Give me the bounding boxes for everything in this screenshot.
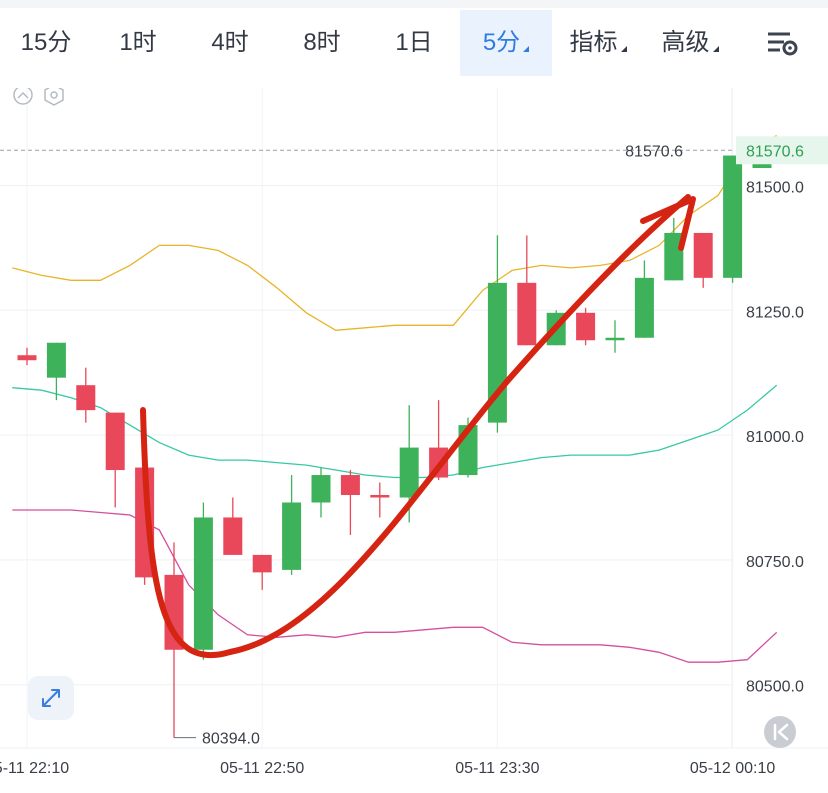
candle [693,232,713,288]
candle [252,554,272,590]
candle-body [664,232,684,281]
tab-advanced[interactable]: 高级 [644,10,736,76]
tab-label: 4时 [211,29,249,56]
candlestick-chart-svg: 81570.6 81570.6 80394.0 81500.0 81250.0 8100… [0,84,828,778]
tab-label: 15分 [20,29,72,56]
candle [193,502,213,660]
tab-indicators[interactable]: 指标 [552,10,644,76]
last-price-badge-label: 81570.6 [746,143,804,160]
candles [17,148,772,738]
interval-toolbar: 15分 1时 4时 8时 1日 5分 指标 高级 [0,0,828,88]
candle-body [517,282,537,346]
tab-4h[interactable]: 4时 [184,10,276,76]
candle-body [17,355,37,361]
dropdown-caret-icon [620,46,627,52]
price-chart[interactable]: 81570.6 81570.6 80394.0 81500.0 81250.0 8100… [0,84,828,788]
candle-body [399,447,419,498]
tab-label: 8时 [303,29,341,56]
candle [282,475,302,575]
candle-body [164,574,184,650]
candle [664,217,684,281]
candle-body [282,502,302,570]
candle [517,235,537,346]
y-tick-label: 81250.0 [746,304,804,321]
min-low-label: 80394.0 [202,731,260,748]
tab-label: 5分 [482,29,521,56]
y-tick-label: 80750.0 [746,554,804,571]
candle-body [634,277,654,338]
candle-body [223,517,243,555]
candle [340,470,360,535]
dropdown-caret-icon [712,46,719,52]
collapse-up-icon[interactable] [13,85,33,105]
tab-label: 1时 [119,29,157,56]
x-tick-label: 05-11 22:50 [220,760,304,777]
band-upper-line [12,135,777,331]
x-tick-label: 05-12 00:10 [690,760,776,777]
candle-body [46,342,66,378]
candle [605,320,625,353]
last-price-inline-label: 81570.6 [625,143,683,160]
candle-body [576,312,596,341]
tab-label: 指标 [569,29,618,56]
tab-15min[interactable]: 15分 [0,10,92,76]
y-tick-label: 80500.0 [746,679,804,696]
candle-body [370,495,390,498]
tab-label: 高级 [661,29,710,56]
tab-1h[interactable]: 1时 [92,10,184,76]
last-price-badge [736,136,828,165]
x-tick-label: 05-11 22:10 [0,760,69,777]
candle-body [723,155,743,278]
y-tick-label: 81500.0 [746,180,804,197]
band-lower-line [12,509,778,663]
tab-5min[interactable]: 5分 [460,10,552,76]
candle [311,467,331,518]
candle [76,367,96,423]
candle-body [76,385,96,411]
candle [634,260,654,338]
candle-body [252,554,272,573]
candle [723,155,743,283]
candle-body [193,517,213,650]
chart-settings-icon[interactable] [762,26,802,62]
expand-arrows-icon[interactable] [28,676,74,720]
x-tick-label: 05-11 23:30 [455,760,539,777]
candle-body [340,475,360,496]
candle [105,412,125,508]
axis-labels: 81500.0 81250.0 81000.0 80750.0 80500.0 05-11… [0,180,804,778]
candle-body [311,475,331,503]
candle [17,347,37,366]
tab-1d[interactable]: 1日 [368,10,460,76]
status-strip [0,0,828,8]
candle [576,307,596,346]
candle [164,542,184,738]
skip-to-latest-icon[interactable] [764,716,796,748]
dropdown-caret-icon [523,46,530,52]
candle-body [105,412,125,471]
price-markers: 81570.6 81570.6 80394.0 [0,136,828,748]
tab-label: 1日 [395,29,433,56]
band-middle-line [12,384,778,479]
candle [370,482,390,518]
candle [223,497,243,555]
candle-body [693,232,713,278]
annotation-arrow [140,194,696,659]
y-tick-label: 81000.0 [746,429,804,446]
candle [46,342,66,401]
tab-8h[interactable]: 8时 [276,10,368,76]
candle-body [605,337,625,341]
hexagon-settings-icon[interactable] [44,84,64,106]
